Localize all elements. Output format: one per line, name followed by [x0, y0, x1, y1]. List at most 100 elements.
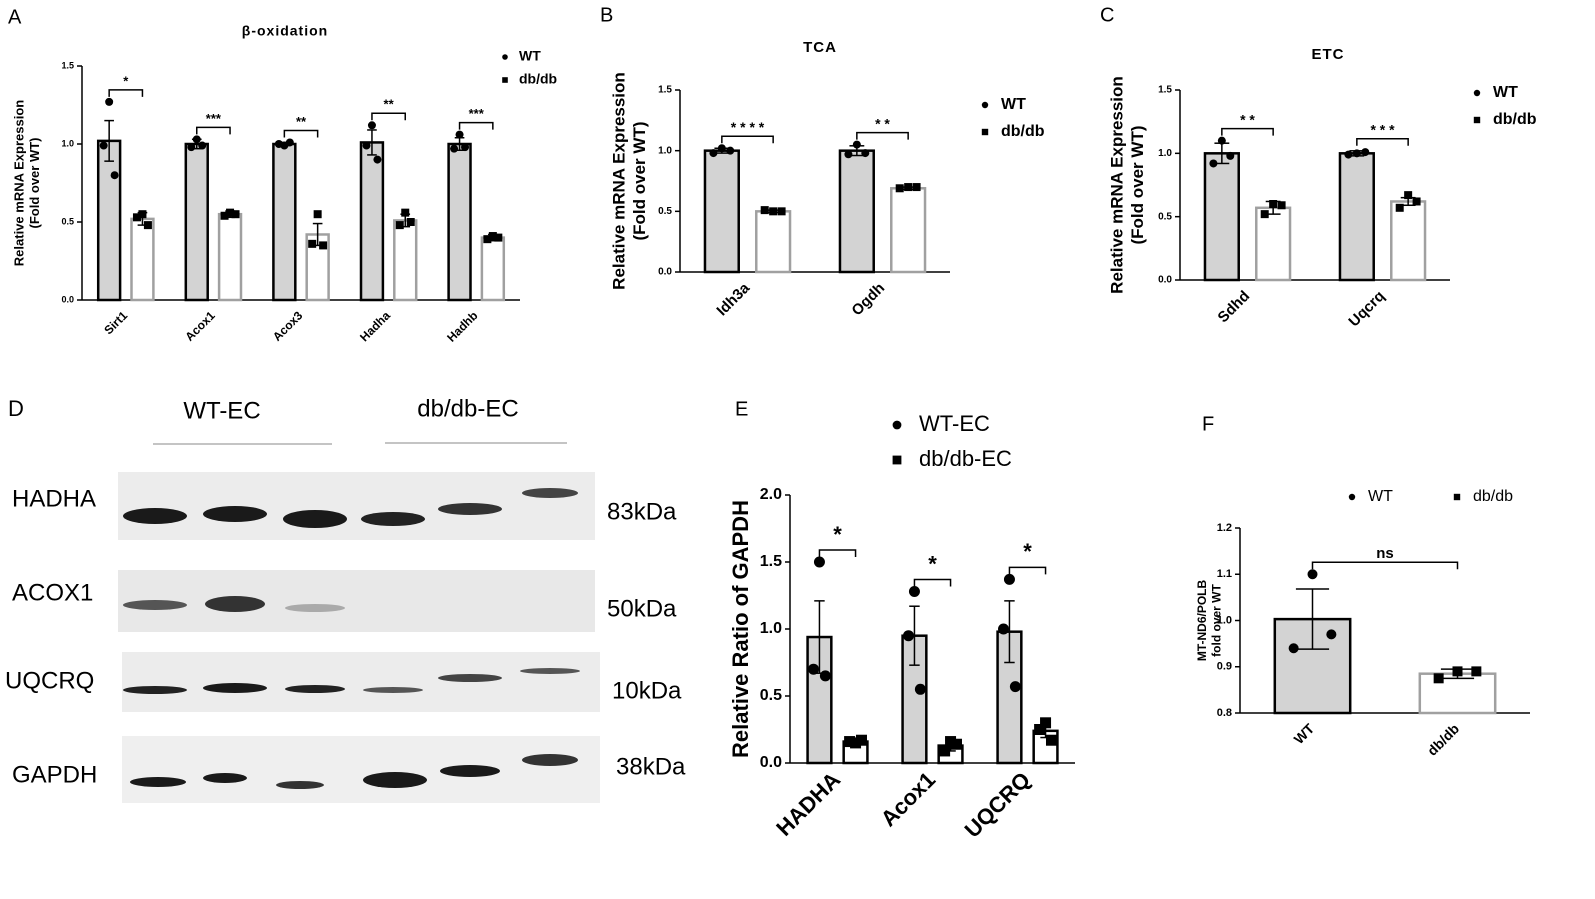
significance-label: * *: [1240, 111, 1255, 127]
data-point: [813, 556, 825, 568]
significance-label: **: [384, 97, 395, 112]
legend-marker: [892, 455, 902, 465]
band-name: GAPDH: [12, 761, 97, 788]
legend-marker: [981, 128, 989, 136]
data-point: [1226, 151, 1235, 160]
band-size: 50kDa: [607, 595, 677, 622]
panel-letter: E: [735, 398, 748, 420]
bar: [838, 149, 875, 274]
band-name: ACOX1: [12, 579, 93, 606]
legend-marker: [981, 101, 989, 109]
data-point: [1009, 681, 1021, 693]
data-point: [362, 141, 371, 150]
bar: [96, 139, 122, 302]
x-tick-label: Idh3a: [713, 279, 753, 319]
y-axis-label: Relative mRNA Expression: [11, 100, 26, 266]
data-point: [1040, 717, 1052, 729]
y-tick-label: 1.0: [61, 138, 74, 148]
group-label: WT-EC: [183, 397, 260, 424]
data-point: [1395, 203, 1404, 212]
chart-title: ETC: [1312, 46, 1345, 63]
band-name: UQCRQ: [5, 667, 94, 694]
significance-bracket: [108, 89, 144, 97]
data-point: [844, 736, 856, 748]
data-point: [1045, 734, 1057, 746]
data-point: [850, 737, 862, 749]
y-tick-label: 0.5: [61, 216, 74, 226]
y-tick-label: 1.1: [1217, 568, 1232, 580]
data-point: [903, 630, 915, 642]
y-axis-label: Relative mRNA Expression: [609, 72, 628, 290]
data-point: [950, 738, 962, 750]
bar: [1418, 672, 1497, 715]
x-tick-label: UQCRQ: [960, 767, 1036, 843]
blot-strip: [122, 652, 600, 712]
data-point: [998, 623, 1010, 635]
y-tick-label: 0.5: [1158, 211, 1172, 222]
data-point: [914, 683, 926, 695]
data-point: [274, 140, 283, 148]
data-point: [105, 97, 114, 106]
x-tick-label: WT: [1291, 720, 1318, 747]
y-tick-label: 1.0: [658, 145, 672, 156]
y-tick-label: 0.5: [760, 687, 782, 704]
data-point: [1217, 136, 1226, 145]
legend-label: db/db: [1001, 123, 1045, 140]
data-point: [1412, 197, 1421, 206]
y-axis-label: Relative mRNA Expression: [1107, 76, 1126, 294]
y-tick-label: 0.9: [1217, 661, 1232, 673]
x-tick-label: Acox3: [270, 308, 306, 344]
x-tick-label: Uqcrq: [1345, 288, 1388, 331]
y-tick-label: 0.5: [658, 206, 672, 217]
significance-label: **: [296, 114, 307, 129]
data-point: [1269, 200, 1278, 208]
significance-label: ***: [206, 111, 222, 126]
bar: [1203, 152, 1240, 282]
legend-marker: [1348, 493, 1356, 501]
x-tick-label: Hadhb: [444, 308, 480, 344]
chart-title: TCA: [803, 39, 837, 56]
bar: [393, 219, 418, 302]
y-tick-label: 1.2: [1217, 522, 1232, 534]
data-point: [895, 184, 904, 193]
data-point: [1352, 149, 1361, 158]
data-point: [861, 149, 870, 158]
data-point: [367, 121, 376, 130]
bar: [755, 210, 792, 274]
legend-label: WT: [1368, 488, 1393, 505]
significance-label: * * * *: [731, 119, 765, 135]
legend-label: WT-EC: [919, 411, 990, 436]
y-tick-label: 2.0: [760, 486, 782, 503]
data-point: [717, 144, 726, 153]
data-point: [231, 210, 240, 219]
significance-bracket: [1008, 566, 1047, 575]
band-size: 83kDa: [607, 498, 677, 525]
y-tick-label: 1.5: [61, 60, 74, 70]
data-point: [1209, 159, 1218, 168]
data-point: [1433, 673, 1444, 684]
significance-bracket: [196, 126, 231, 135]
legend-label: db/db: [519, 71, 557, 87]
blot-strip: [118, 570, 595, 632]
data-point: [1326, 629, 1337, 640]
panel-letter: F: [1202, 413, 1214, 435]
significance-label: *: [928, 551, 937, 576]
x-tick-label: Sirt1: [101, 308, 130, 337]
panel-letter: D: [8, 396, 24, 421]
data-point: [99, 141, 108, 150]
blot-strip: [118, 472, 595, 540]
bar: [890, 187, 927, 274]
significance-label: * * *: [1370, 122, 1395, 138]
y-tick-label: 1.5: [658, 85, 672, 96]
data-point: [777, 207, 786, 216]
y-tick-label: 1.0: [1158, 148, 1172, 159]
x-tick-label: Hadha: [357, 308, 393, 344]
data-point: [401, 208, 410, 217]
significance-label: ns: [1376, 545, 1394, 562]
x-tick-label: Sdhd: [1215, 288, 1254, 327]
blot-bands: [123, 488, 580, 789]
data-point: [939, 745, 951, 757]
legend-marker: [1473, 116, 1481, 124]
data-point: [904, 183, 913, 192]
